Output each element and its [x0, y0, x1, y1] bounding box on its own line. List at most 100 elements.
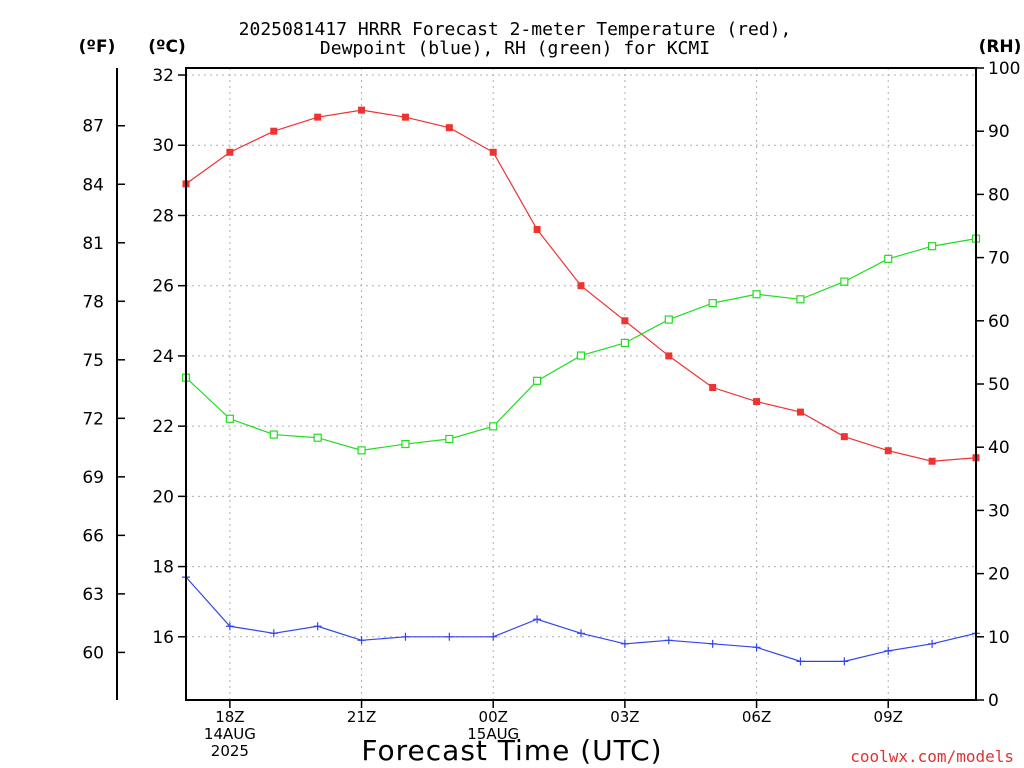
time-tick-label: 21Z: [347, 708, 376, 726]
fahrenheit-tick-label: 72: [82, 409, 104, 429]
rh-axis: 0 10 20 30 40 50 60 70 80 90 100: [976, 59, 1020, 711]
fahrenheit-unit-label: (ºF): [79, 37, 116, 57]
temperature-point: [621, 317, 629, 325]
temperature-point: [445, 124, 453, 132]
rh-tick-label: 90: [988, 122, 1010, 142]
rh-tick-label: 80: [988, 185, 1010, 205]
celsius-tick-label: 30: [152, 136, 174, 156]
rh-unit-label: (RH): [979, 37, 1022, 57]
temperature-point: [226, 148, 234, 156]
dewpoint-point: [884, 646, 893, 655]
rh-point: [533, 376, 542, 385]
rh-tick-label: 70: [988, 249, 1010, 269]
time-tick-label: 06Z: [742, 708, 771, 726]
celsius-tick-label: 28: [152, 206, 174, 226]
time-tick-label: 14AUG: [204, 725, 256, 743]
temperature-point: [753, 398, 761, 406]
dewpoint-point: [313, 622, 322, 631]
temperature-point: [665, 352, 673, 360]
dewpoint-point: [664, 636, 673, 645]
temperature-point: [577, 282, 585, 290]
fahrenheit-tick-label: 87: [82, 117, 104, 137]
rh-point: [357, 446, 366, 455]
temperature-point: [489, 148, 497, 156]
temperature-point: [314, 113, 322, 121]
dewpoint-point: [708, 639, 717, 648]
dewpoint-point: [533, 615, 542, 624]
dewpoint-point: [796, 657, 805, 666]
rh-point: [796, 295, 805, 304]
time-tick-label: 03Z: [610, 708, 639, 726]
chart-title-line2: Dewpoint (blue), RH (green) for KCMI: [320, 38, 710, 59]
rh-point: [313, 433, 322, 442]
celsius-tick-label: 24: [152, 347, 174, 367]
dewpoint-line: [185, 576, 977, 662]
series-dewpoint: [182, 573, 980, 666]
plot-frame: [185, 67, 977, 701]
fahrenheit-tick-label: 81: [82, 234, 104, 254]
time-tick-label: 2025: [211, 742, 249, 760]
fahrenheit-tick-label: 69: [82, 468, 104, 488]
series-rh: [181, 234, 981, 455]
rh-point: [664, 315, 673, 324]
time-tick-label: 18Z: [215, 708, 244, 726]
rh-tick-label: 10: [988, 628, 1010, 648]
fahrenheit-tick-label: 84: [82, 175, 104, 195]
temperature-point: [709, 384, 717, 392]
rh-tick-label: 20: [988, 565, 1010, 585]
dewpoint-point: [357, 636, 366, 645]
temperature-point: [928, 457, 936, 465]
celsius-axis: 16 18 20 22 24 26 28 30 32: [152, 66, 186, 648]
fahrenheit-tick-label: 63: [82, 585, 104, 605]
time-tick-label: 15AUG: [467, 725, 519, 743]
dewpoint-point: [401, 632, 410, 641]
celsius-tick-label: 18: [152, 558, 174, 578]
rh-point: [708, 299, 717, 308]
rh-tick-label: 60: [988, 312, 1010, 332]
rh-point: [840, 277, 849, 286]
rh-point: [928, 242, 937, 251]
dewpoint-point: [225, 622, 234, 631]
rh-point: [620, 338, 629, 348]
rh-point: [445, 434, 454, 444]
celsius-tick-label: 20: [152, 487, 174, 507]
temperature-point: [840, 433, 848, 441]
celsius-tick-label: 32: [152, 66, 174, 86]
series-layer: [181, 106, 981, 666]
temperature-point: [796, 408, 804, 416]
fahrenheit-tick-label: 78: [82, 292, 104, 312]
chart-title-line1: 2025081417 HRRR Forecast 2-meter Tempera…: [239, 19, 792, 40]
dewpoint-point: [928, 639, 937, 648]
dewpoint-point: [840, 657, 849, 666]
temperature-point: [401, 113, 409, 121]
rh-point: [225, 414, 234, 423]
fahrenheit-tick-label: 66: [82, 526, 104, 546]
celsius-tick-label: 16: [152, 628, 174, 648]
temperature-point: [358, 106, 366, 114]
dewpoint-point: [577, 629, 585, 638]
rh-point: [489, 422, 498, 431]
rh-point: [269, 430, 278, 439]
rh-line: [185, 238, 977, 451]
fahrenheit-tick-label: 60: [82, 643, 104, 663]
rh-tick-label: 0: [988, 691, 999, 711]
time-tick-label: 09Z: [874, 708, 903, 726]
rh-point: [576, 351, 586, 360]
dewpoint-point: [445, 632, 454, 641]
gridlines: [186, 68, 976, 700]
x-axis-title: Forecast Time (UTC): [361, 734, 662, 767]
time-tick-label: 00Z: [479, 708, 508, 726]
temperature-point: [884, 447, 892, 455]
dewpoint-point: [489, 632, 498, 641]
fahrenheit-axis: 60 63 66 69 72 75 78 81 84 87: [82, 117, 125, 663]
dewpoint-point: [620, 639, 629, 648]
rh-point: [884, 254, 893, 263]
rh-tick-label: 50: [988, 375, 1010, 395]
rh-tick-label: 30: [988, 501, 1010, 521]
rh-point: [752, 290, 761, 299]
dewpoint-point: [269, 629, 278, 638]
temperature-point: [270, 127, 278, 135]
rh-tick-label: 40: [988, 438, 1010, 458]
